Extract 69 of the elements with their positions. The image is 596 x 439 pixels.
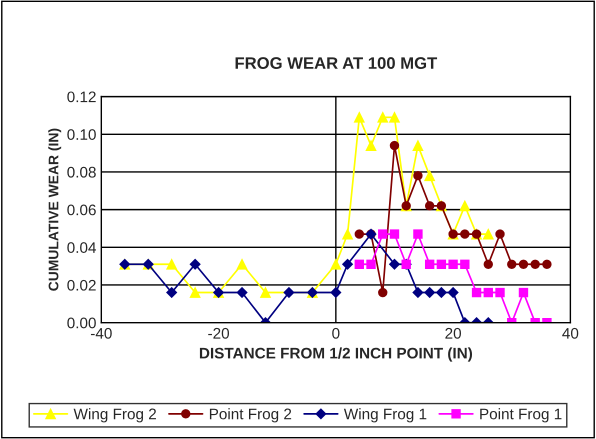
- y-tick-label: 0.06: [67, 204, 96, 216]
- point: [530, 260, 540, 269]
- legend-label: Wing Frog 1: [344, 408, 426, 422]
- point: [236, 287, 248, 298]
- point: [413, 229, 423, 239]
- chart-title: FROG WEAR AT 100 MGT: [236, 57, 438, 69]
- point: [284, 287, 294, 298]
- point: [484, 260, 493, 269]
- point: [412, 140, 424, 151]
- point: [424, 287, 436, 298]
- y-tick-label: 0.12: [67, 91, 96, 102]
- point: [542, 260, 552, 269]
- y-tick-label: 0.08: [67, 166, 96, 178]
- point: [412, 287, 424, 298]
- point: [424, 201, 434, 211]
- point: [377, 112, 388, 123]
- point: [260, 287, 271, 298]
- point: [460, 260, 470, 269]
- point: [366, 260, 376, 269]
- point: [378, 229, 388, 239]
- point: [236, 258, 248, 270]
- y-tick-label: 0.04: [67, 242, 96, 253]
- point: [436, 260, 446, 269]
- x-tick-label: 40: [562, 328, 578, 339]
- point: [330, 258, 342, 270]
- point: [354, 112, 365, 123]
- x-tick-label: 0: [332, 328, 340, 339]
- y-tick-label: 0.02: [67, 280, 96, 291]
- y-tick-label: 0.10: [67, 129, 96, 140]
- point: [354, 229, 364, 239]
- point: [389, 258, 400, 270]
- x-tick-label: -20: [208, 328, 230, 339]
- point: [354, 260, 364, 269]
- point: [166, 287, 178, 298]
- point: [495, 288, 505, 298]
- point: [436, 287, 447, 298]
- point: [390, 229, 400, 239]
- point: [484, 288, 493, 298]
- point: [190, 258, 201, 270]
- point: [390, 140, 400, 150]
- point: [472, 288, 482, 298]
- point: [424, 260, 434, 269]
- point: [459, 200, 470, 212]
- point: [507, 260, 516, 269]
- point: [342, 258, 354, 270]
- legend-label: Point Frog 1: [480, 408, 562, 422]
- legend-label: Point Frog 2: [210, 408, 292, 422]
- point: [330, 287, 342, 298]
- legend-label: Wing Frog 2: [74, 408, 156, 422]
- point: [460, 229, 470, 239]
- point: [482, 228, 494, 240]
- point: [413, 171, 423, 180]
- x-axis-title: DISTANCE FROM 1/2 INCH POINT (IN): [200, 347, 472, 362]
- point: [448, 260, 458, 269]
- point: [495, 229, 505, 239]
- y-axis-title: CUMULATIVE WEAR (IN): [48, 128, 62, 291]
- point: [424, 170, 436, 182]
- point: [190, 287, 201, 298]
- point: [366, 140, 376, 151]
- point: [166, 258, 178, 270]
- point: [378, 288, 388, 298]
- point: [389, 112, 400, 123]
- point: [448, 287, 459, 298]
- x-tick-label: -40: [90, 328, 112, 339]
- point: [518, 288, 528, 298]
- x-tick-label: 20: [445, 328, 462, 339]
- point: [518, 260, 528, 269]
- point: [342, 228, 353, 240]
- y-tick-label: 0.00: [67, 318, 96, 328]
